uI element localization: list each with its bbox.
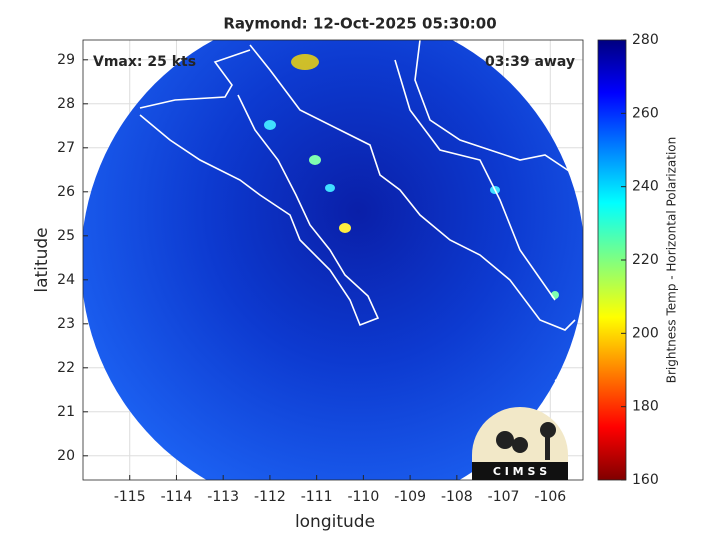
y-axis-label: latitude — [32, 227, 52, 292]
x-tick-label: -108 — [441, 489, 473, 505]
time-label: 03:39 away — [485, 54, 575, 70]
map-title: Raymond: 12-Oct-2025 05:30:00 — [223, 15, 496, 33]
colorbar-tick-label: 200 — [632, 325, 659, 341]
x-tick-label: -112 — [254, 489, 286, 505]
x-tick-label: -109 — [394, 489, 426, 505]
x-tick-label: -113 — [207, 489, 239, 505]
colorbar-label: Brightness Temp - Horizontal Polarizatio… — [665, 137, 679, 384]
x-tick-label: -115 — [114, 489, 146, 505]
x-tick-label: -111 — [301, 489, 333, 505]
y-tick-label: 28 — [57, 96, 75, 112]
y-tick-label: 23 — [57, 316, 75, 332]
colorbar-tick-label: 160 — [632, 472, 659, 488]
y-tick-label: 24 — [57, 272, 75, 288]
y-tick-label: 29 — [57, 52, 75, 68]
x-tick-label: -114 — [161, 489, 193, 505]
x-tick-label: -110 — [347, 489, 379, 505]
vmax-label: Vmax: 25 kts — [93, 54, 196, 70]
y-tick-label: 20 — [57, 448, 75, 464]
x-axis-label: longitude — [295, 512, 375, 532]
y-tick-label: 26 — [57, 184, 75, 200]
y-tick-label: 27 — [57, 140, 75, 156]
x-tick-label: -106 — [534, 489, 566, 505]
colorbar-tick-label: 180 — [632, 399, 659, 415]
y-tick-label: 25 — [57, 228, 75, 244]
logo-text: C I M S S — [493, 465, 547, 478]
y-tick-label: 21 — [57, 404, 75, 420]
colorbar-tick-label: 260 — [632, 105, 659, 121]
satellite-swath — [83, 40, 583, 480]
cimss-logo: C I M S S — [472, 407, 568, 480]
plot-frame — [82, 39, 584, 481]
colorbar-tick-label: 240 — [632, 179, 659, 195]
y-tick-label: 22 — [57, 360, 75, 376]
colorbar-tick-label: 220 — [632, 252, 659, 268]
x-tick-label: -107 — [488, 489, 520, 505]
colorbar-tick-label: 280 — [632, 32, 659, 48]
